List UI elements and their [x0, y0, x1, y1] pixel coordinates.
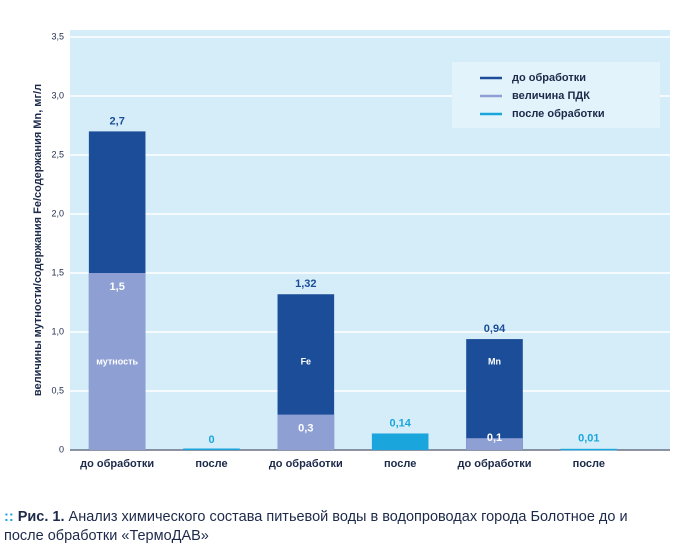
y-axis-label: величины мутности/содержания Fe/содержан… — [32, 84, 44, 396]
chart: величины мутности/содержания Fe/содержан… — [32, 30, 670, 470]
legend-label: величина ПДК — [512, 90, 590, 102]
y-tick-label: 1,5 — [51, 267, 64, 277]
x-tick-label: до обработки — [457, 458, 531, 470]
bar — [88, 273, 146, 450]
value-label: 0,3 — [298, 423, 313, 435]
caption-label: Рис. 1. — [17, 509, 65, 525]
x-tick-label: до обработки — [269, 458, 343, 470]
bar — [466, 438, 523, 450]
y-tick-label: 3,5 — [51, 31, 64, 41]
y-tick-label: 0 — [59, 444, 64, 454]
value-label: 0,94 — [484, 323, 506, 335]
legend-label: до обработки — [512, 72, 586, 84]
value-label: 1,5 — [110, 281, 125, 293]
bar — [183, 448, 240, 450]
x-tick-label: после — [195, 458, 227, 470]
bar — [560, 448, 618, 451]
bar-label: Mn — [488, 356, 501, 366]
bar-label: мутность — [96, 356, 138, 366]
x-tick-label: после — [573, 458, 605, 470]
x-tick-label: после — [384, 458, 416, 470]
value-label: 1,32 — [295, 278, 316, 290]
value-label: 0,14 — [389, 417, 411, 429]
bar — [371, 433, 429, 450]
y-tick-label: 2,0 — [51, 208, 64, 218]
y-tick-label: 1,0 — [51, 326, 64, 336]
y-tick-label: 0,5 — [51, 385, 64, 395]
caption-text: Анализ химического состава питьевой воды… — [4, 509, 628, 544]
value-label: 0,1 — [487, 432, 502, 444]
x-tick-label: до обработки — [80, 458, 154, 470]
value-label: 0,01 — [578, 433, 599, 445]
bar — [277, 414, 335, 450]
y-tick-label: 2,5 — [51, 149, 64, 159]
value-label: 2,7 — [110, 115, 125, 127]
legend-label: после обработки — [512, 108, 605, 120]
bar — [466, 339, 523, 450]
y-tick-label: 3,0 — [51, 90, 64, 100]
value-label: 0 — [208, 434, 214, 446]
caption: :: Рис. 1. Анализ химического состава пи… — [4, 509, 628, 544]
bar-label: Fe — [301, 356, 312, 366]
